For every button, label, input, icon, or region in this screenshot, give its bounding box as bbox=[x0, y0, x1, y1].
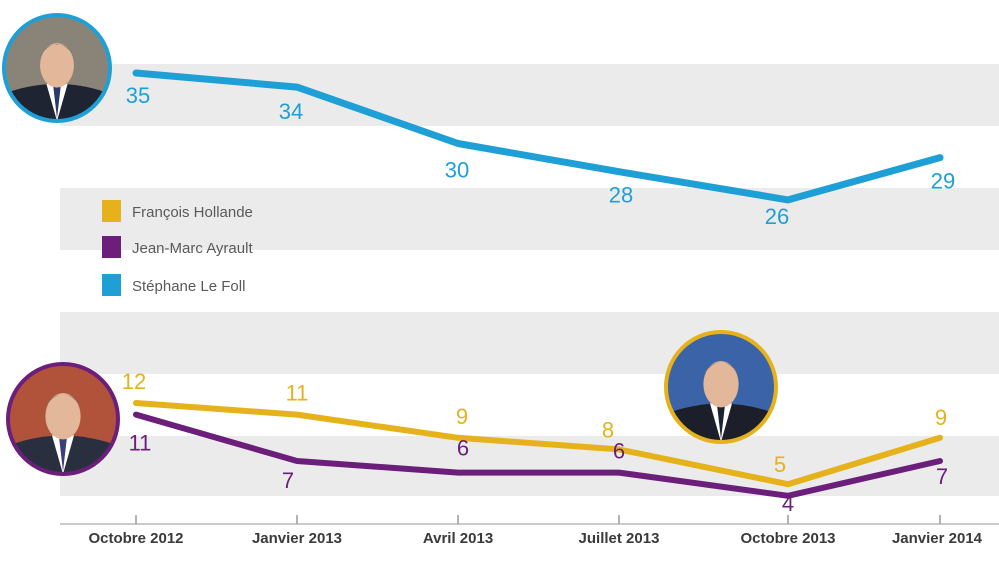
x-tick-label: Janvier 2013 bbox=[252, 530, 342, 547]
portrait-ring bbox=[664, 330, 778, 444]
series-lines bbox=[132, 69, 944, 499]
series-line-1 bbox=[133, 411, 943, 499]
legend-swatch-0 bbox=[102, 200, 121, 222]
x-tick-label: Avril 2013 bbox=[423, 530, 493, 547]
legend-swatch-1 bbox=[102, 236, 121, 258]
portrait-face bbox=[703, 361, 739, 408]
legend-swatch-2 bbox=[102, 274, 121, 296]
x-axis: Octobre 2012 Janvier 2013 Avril 2013 Juille… bbox=[60, 515, 999, 547]
data-label: 9 bbox=[935, 405, 947, 430]
x-tick-label: Janvier 2014 bbox=[892, 530, 983, 547]
background-bands bbox=[60, 64, 999, 496]
data-label: 6 bbox=[457, 436, 469, 461]
portrait-ring bbox=[2, 13, 112, 123]
portrait-tie bbox=[53, 86, 61, 119]
legend-label-2: Stéphane Le Foll bbox=[132, 278, 245, 295]
data-label: 8 bbox=[602, 417, 614, 442]
x-tick-label: Octobre 2013 bbox=[740, 530, 835, 547]
data-label: 26 bbox=[765, 204, 789, 229]
legend-label-1: Jean-Marc Ayrault bbox=[132, 240, 253, 257]
portrait-le-foll bbox=[2, 13, 112, 123]
x-tick-label: Juillet 2013 bbox=[579, 530, 660, 547]
band-0 bbox=[60, 64, 999, 126]
data-label: 29 bbox=[931, 169, 955, 194]
series-line-0 bbox=[133, 400, 943, 488]
portrait-hair bbox=[702, 362, 740, 376]
data-label: 30 bbox=[445, 158, 469, 183]
portrait-ayrault bbox=[6, 362, 120, 476]
data-label: 11 bbox=[129, 431, 152, 456]
portraits bbox=[2, 13, 778, 476]
x-tick-label: Octobre 2012 bbox=[88, 530, 183, 547]
data-label: 28 bbox=[609, 183, 633, 208]
data-label: 7 bbox=[936, 464, 948, 489]
data-label: 35 bbox=[126, 83, 150, 108]
portrait-hollande bbox=[664, 330, 778, 444]
data-label: 34 bbox=[279, 99, 303, 124]
data-label: 7 bbox=[282, 468, 294, 493]
portrait-tie bbox=[59, 438, 67, 472]
portrait-face bbox=[40, 43, 74, 88]
portrait-face bbox=[45, 393, 81, 440]
data-label: 9 bbox=[456, 404, 468, 429]
data-label: 11 bbox=[286, 381, 309, 406]
data-label: 5 bbox=[774, 452, 786, 477]
data-label: 4 bbox=[782, 491, 794, 516]
data-label: 12 bbox=[122, 369, 146, 394]
band-2 bbox=[60, 312, 999, 374]
data-label: 6 bbox=[613, 439, 625, 464]
legend-label-0: François Hollande bbox=[132, 204, 253, 221]
band-1 bbox=[60, 188, 999, 250]
portrait-hair bbox=[38, 44, 76, 58]
portrait-hair bbox=[44, 394, 82, 408]
portrait-ring bbox=[6, 362, 120, 476]
data-labels: 12 11 9 8 5 9 11 7 6 6 4 7 35 34 30 28 26 29 bbox=[122, 83, 955, 516]
legend: François Hollande Jean-Marc Ayrault Stépha… bbox=[102, 200, 253, 296]
series-line-2 bbox=[132, 69, 944, 204]
portrait-tie bbox=[717, 406, 725, 440]
